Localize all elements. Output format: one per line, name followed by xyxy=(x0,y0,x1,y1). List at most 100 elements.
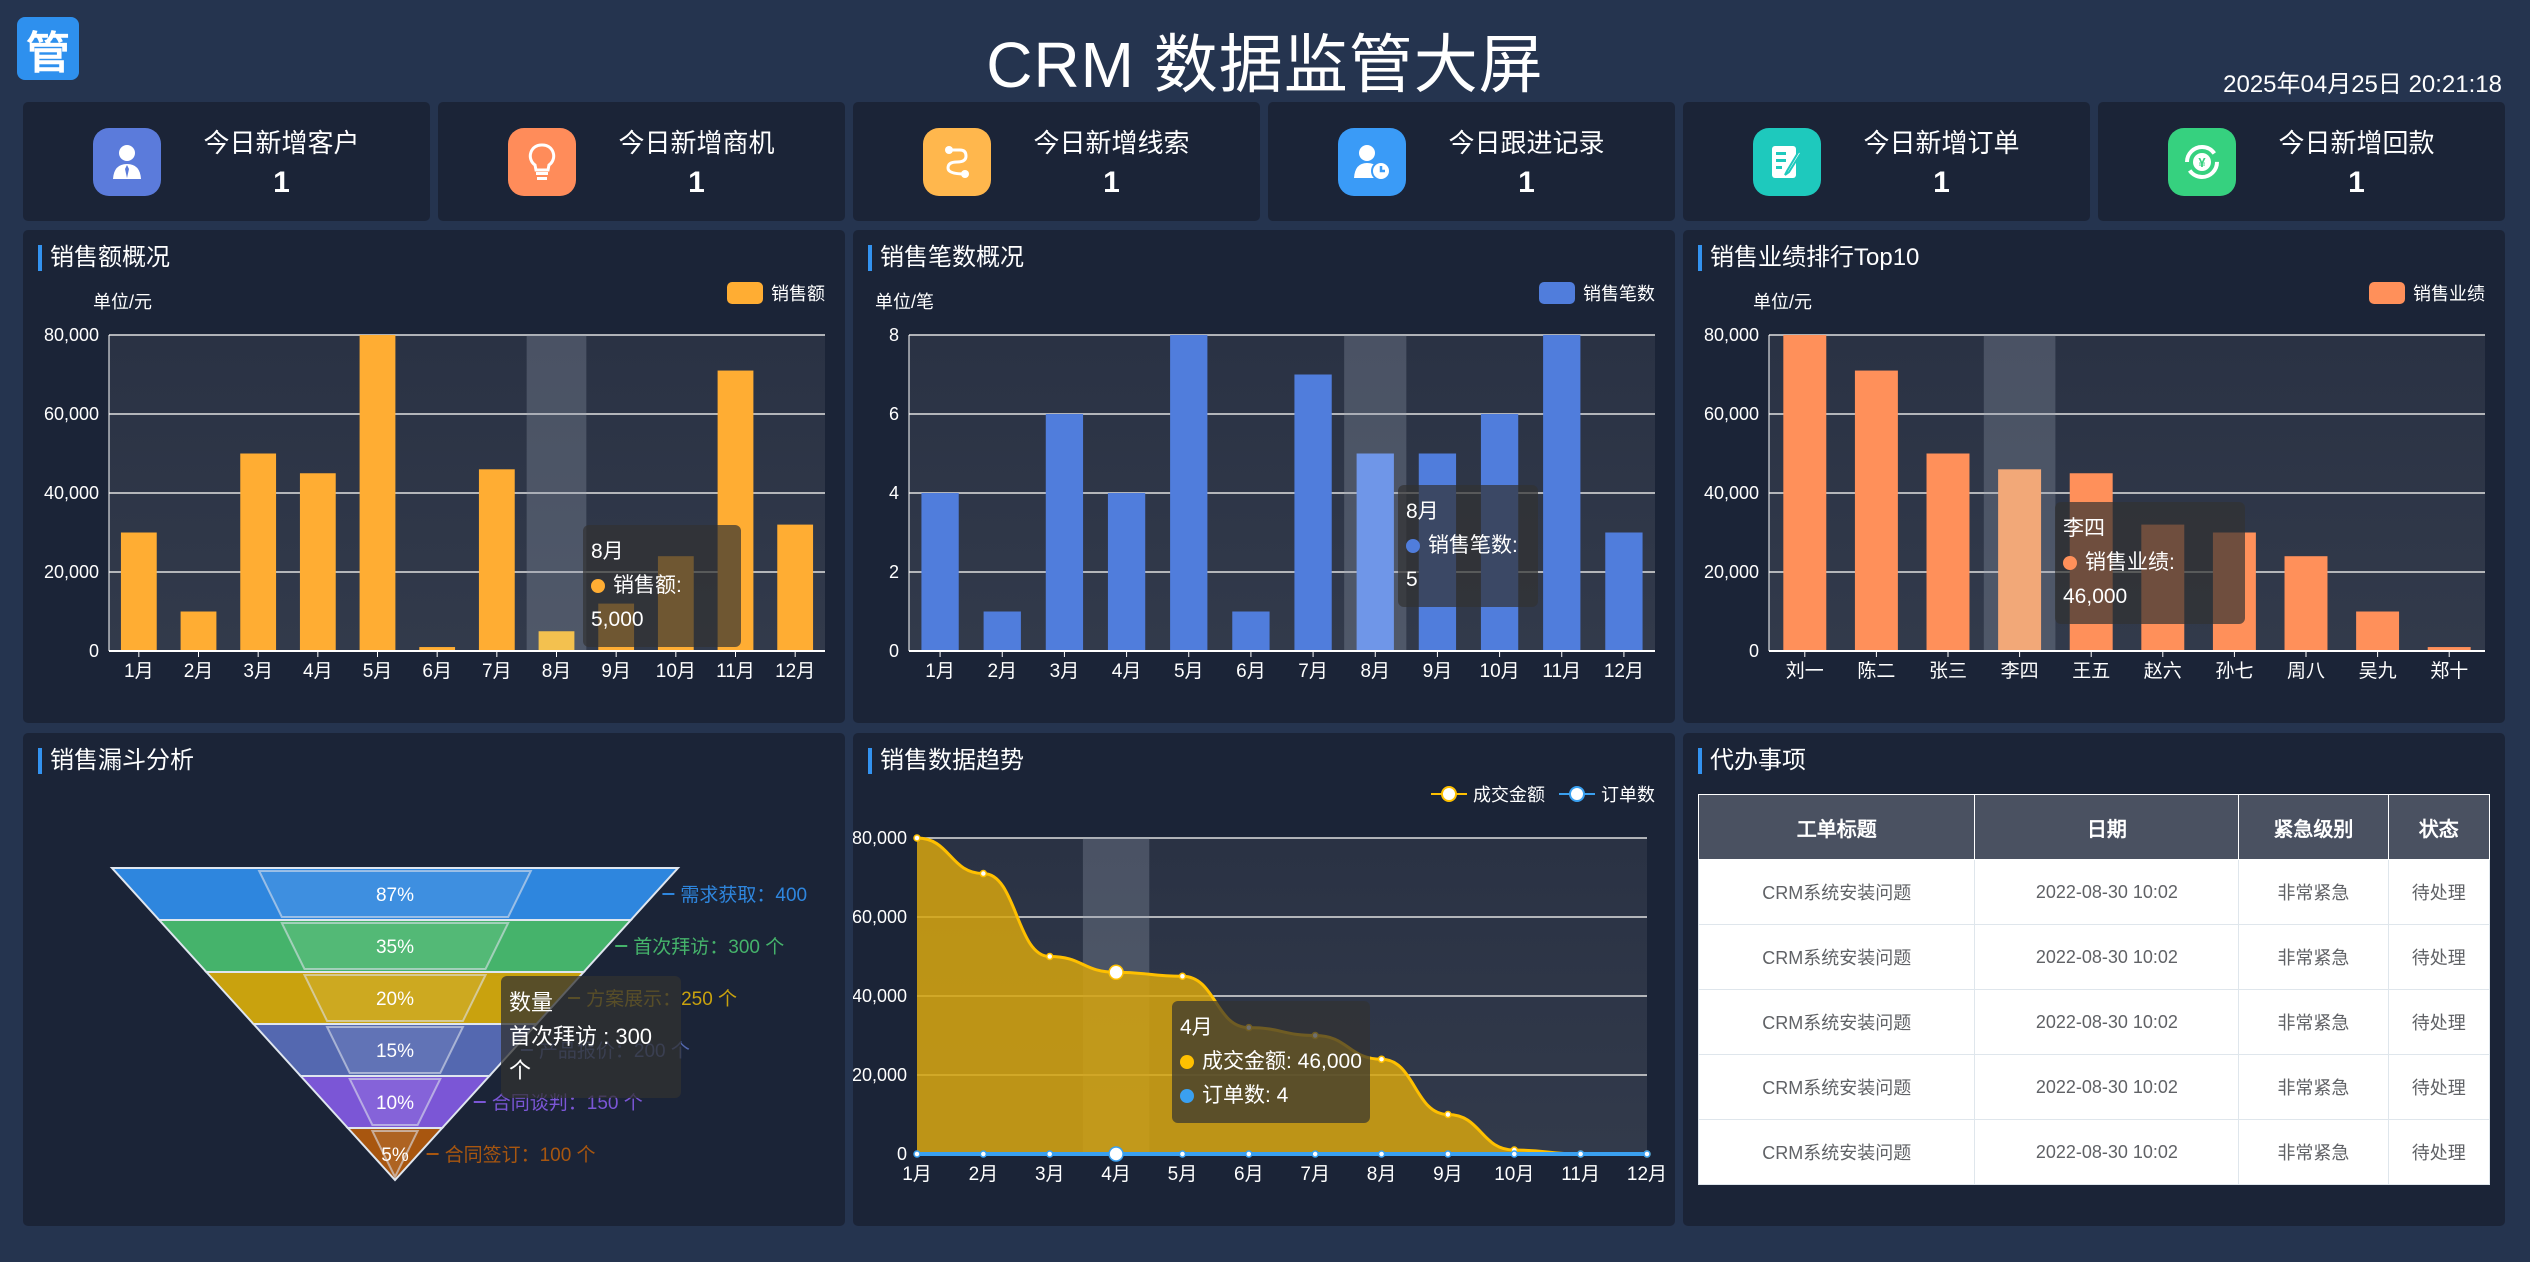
bar[interactable] xyxy=(299,473,336,651)
svg-text:10月: 10月 xyxy=(1494,1164,1534,1185)
unit-label: 单位/元 xyxy=(93,292,153,312)
stat-card-new-payments: ¥ 今日新增回款 1 xyxy=(2098,102,2505,221)
table-row[interactable]: CRM系统安装问题 2022-08-30 10:02 非常紧急 待处理 xyxy=(1697,859,2491,925)
svg-text:35%: 35% xyxy=(376,937,414,958)
chart-tooltip: 8月 销售额: 5,000 xyxy=(583,525,741,647)
unit-label: 单位/元 xyxy=(1753,292,1813,312)
svg-text:5%: 5% xyxy=(381,1145,409,1166)
svg-text:0: 0 xyxy=(897,1144,907,1164)
cell-title: CRM系统安装问题 xyxy=(1697,924,1976,990)
chart-tooltip: 李四 销售业绩: 46,000 xyxy=(2055,502,2245,624)
chart-legend[interactable]: 销售业绩 xyxy=(2369,280,2485,306)
stat-card-new-customers: 今日新增客户 1 xyxy=(23,102,430,221)
stat-label: 今日新增客户 xyxy=(203,128,360,158)
sales-trend-area-chart[interactable]: 0 20,000 40,000 60,000 80,000 1月 2月 3月 4月 5月 6月 7月 8… xyxy=(853,733,1675,1226)
cell-date: 2022-08-30 10:02 xyxy=(1974,1054,2240,1120)
series-dot-icon xyxy=(591,579,605,593)
panel-sales-amount: 销售额概况 单位/元 销售额 0 20,000 40,000 60,000 80,000… xyxy=(23,230,845,723)
bar[interactable] xyxy=(921,493,959,651)
cell-date: 2022-08-30 10:02 xyxy=(1974,924,2240,990)
svg-text:20,000: 20,000 xyxy=(44,562,99,582)
svg-text:60,000: 60,000 xyxy=(44,404,99,424)
bar[interactable] xyxy=(1356,453,1394,652)
panel-title: 销售笔数概况 xyxy=(868,245,1024,271)
bar[interactable] xyxy=(777,524,814,651)
tooltip-value: 销售业绩: 46,000 xyxy=(2063,551,2175,608)
legend-label-orders[interactable]: 订单数 xyxy=(1601,785,1655,805)
chart-legend[interactable]: 销售额 xyxy=(727,280,825,306)
tooltip-title: 数量 xyxy=(509,990,554,1015)
bar[interactable] xyxy=(1783,335,1827,651)
table-row[interactable]: CRM系统安装问题 2022-08-30 10:02 非常紧急 待处理 xyxy=(1697,1119,2491,1185)
user-clock-icon xyxy=(1338,127,1407,196)
svg-text:张三: 张三 xyxy=(1929,660,1967,682)
bar[interactable] xyxy=(2356,611,2400,652)
table-row[interactable]: CRM系统安装问题 2022-08-30 10:02 非常紧急 待处理 xyxy=(1697,924,2491,990)
svg-text:6月: 6月 xyxy=(1236,661,1266,682)
bar[interactable] xyxy=(538,631,575,651)
svg-text:11月: 11月 xyxy=(716,661,755,682)
svg-text:80,000: 80,000 xyxy=(1704,325,1759,345)
bar[interactable] xyxy=(1294,374,1332,652)
sales-ranking-bar-chart[interactable]: 020,00040,00060,00080,000刘一 陈二 张三 李四 王五 赵六 孙七周… xyxy=(1683,230,2505,723)
bar[interactable] xyxy=(1543,335,1581,651)
bar[interactable] xyxy=(120,532,157,652)
svg-text:7月: 7月 xyxy=(482,661,512,682)
legend-line-amount-icon[interactable] xyxy=(1431,783,1467,805)
bar[interactable] xyxy=(419,647,456,651)
bar[interactable] xyxy=(478,469,515,651)
bar[interactable] xyxy=(1170,335,1208,651)
tooltip-title: 8月 xyxy=(1406,500,1439,523)
sales-amount-bar-chart[interactable]: 0 20,000 40,000 60,000 80,000 1月 2月 3月 4月 5月 6月 7月 8… xyxy=(23,230,845,723)
page-title: CRM 数据监管大屏 xyxy=(986,29,1544,101)
svg-text:10%: 10% xyxy=(376,1093,414,1114)
tooltip-value: 成交金额: 46,000 xyxy=(1202,1050,1362,1073)
svg-text:王五: 王五 xyxy=(2072,661,2110,682)
svg-text:80,000: 80,000 xyxy=(44,325,99,345)
unit-label: 单位/笔 xyxy=(875,292,935,312)
funnel-segment[interactable] xyxy=(345,1127,445,1182)
column-header-title: 工单标题 xyxy=(1697,794,1976,860)
svg-text:87%: 87% xyxy=(376,885,414,906)
cell-title: CRM系统安装问题 xyxy=(1697,989,1976,1055)
bar[interactable] xyxy=(1998,469,2042,651)
tooltip-title: 4月 xyxy=(1180,1016,1213,1039)
bar[interactable] xyxy=(240,453,277,652)
legend-label: 销售笔数 xyxy=(1583,284,1655,304)
stat-label: 今日跟进记录 xyxy=(1448,128,1605,158)
sales-count-bar-chart[interactable]: 0 2 4 6 8 1月 2月 3月 4月 5月 6月 7月 8月 9月 10月 11月 12月 xyxy=(853,230,1675,723)
bar[interactable] xyxy=(1926,453,1970,652)
legend-label-amount[interactable]: 成交金额 xyxy=(1473,785,1545,805)
svg-text:60,000: 60,000 xyxy=(1704,404,1759,424)
svg-text:8月: 8月 xyxy=(542,661,572,682)
stat-card-new-opportunities: 今日新增商机 1 xyxy=(438,102,845,221)
stat-label: 今日新增线索 xyxy=(1033,128,1190,158)
bar[interactable] xyxy=(1605,532,1643,652)
svg-text:吴九: 吴九 xyxy=(2359,660,2397,682)
bar[interactable] xyxy=(1232,611,1270,652)
panel-title: 销售数据趋势 xyxy=(868,748,1024,774)
bar[interactable] xyxy=(180,611,217,652)
panel-sales-ranking: 销售业绩排行Top10 单位/元 销售业绩 0 20,000 40,000 60,00… xyxy=(1683,230,2505,723)
chart-legend[interactable]: 销售笔数 xyxy=(1539,280,1655,306)
bar[interactable] xyxy=(983,611,1021,652)
cell-urgency: 非常紧急 xyxy=(2238,989,2389,1055)
legend-line-orders-icon[interactable] xyxy=(1559,783,1595,805)
cell-title: CRM系统安装问题 xyxy=(1697,1119,1976,1185)
svg-text:15%: 15% xyxy=(376,1041,414,1062)
svg-text:需求获取：400: 需求获取：400 xyxy=(680,884,807,906)
table-row[interactable]: CRM系统安装问题 2022-08-30 10:02 非常紧急 待处理 xyxy=(1697,1054,2491,1120)
bar[interactable] xyxy=(2427,647,2471,651)
order-edit-icon xyxy=(1753,127,1822,196)
bar[interactable] xyxy=(359,335,396,651)
bar[interactable] xyxy=(1854,370,1898,651)
current-datetime: 2025年04月25日 20:21:18 xyxy=(2223,71,2502,98)
tooltip-value: 销售笔数: 5 xyxy=(1406,534,1518,591)
bar[interactable] xyxy=(1045,414,1084,651)
svg-text:郑十: 郑十 xyxy=(2430,660,2468,682)
table-row[interactable]: CRM系统安装问题 2022-08-30 10:02 非常紧急 待处理 xyxy=(1697,989,2491,1055)
bar[interactable] xyxy=(2284,556,2328,651)
bar[interactable] xyxy=(1107,493,1146,651)
cell-title: CRM系统安装问题 xyxy=(1697,1054,1976,1120)
